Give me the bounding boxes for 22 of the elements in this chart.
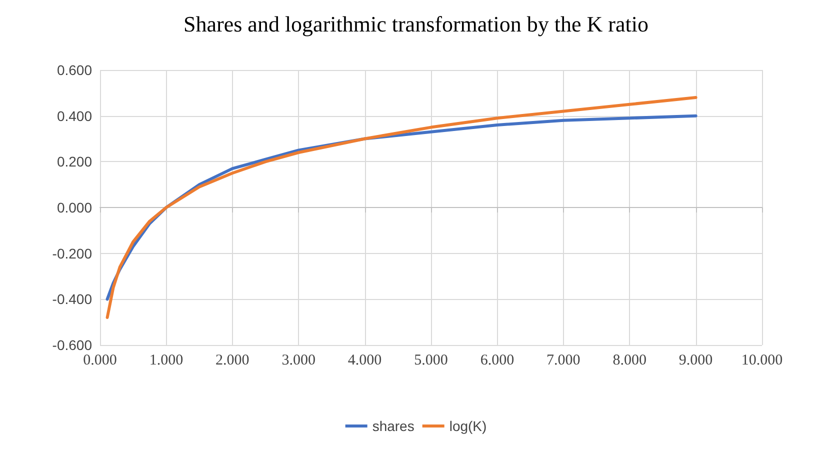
chart-title: Shares and logarithmic transformation by the K ratio [184, 12, 648, 36]
line-series [106, 96, 698, 319]
y-tick-label: 0.000 [56, 200, 92, 216]
x-tick-label: 5.000 [414, 352, 448, 368]
x-tick-label: 3.000 [282, 352, 316, 368]
legend-label: shares [372, 418, 414, 434]
x-tick-label: 4.000 [348, 352, 382, 368]
y-tick-label: -0.400 [52, 291, 92, 308]
legend-label: log(K) [449, 418, 487, 434]
x-tick-label: 0.000 [83, 352, 117, 368]
x-tick-label: 8.000 [612, 352, 646, 368]
y-tick-label: 0.400 [56, 108, 92, 124]
y-tick-label: 0.200 [56, 154, 92, 170]
x-tick-label: 2.000 [216, 352, 250, 368]
x-tick-label: 10.000 [741, 352, 783, 368]
y-tick-label: -0.600 [52, 337, 92, 353]
x-tick-label: 9.000 [678, 352, 713, 368]
x-tick-label: 1.000 [149, 352, 184, 368]
y-tick-label: -0.200 [52, 245, 92, 262]
x-tick-label: 7.000 [546, 352, 580, 368]
x-tick-label: 6.000 [480, 352, 514, 368]
y-tick-label: 0.600 [56, 62, 92, 78]
